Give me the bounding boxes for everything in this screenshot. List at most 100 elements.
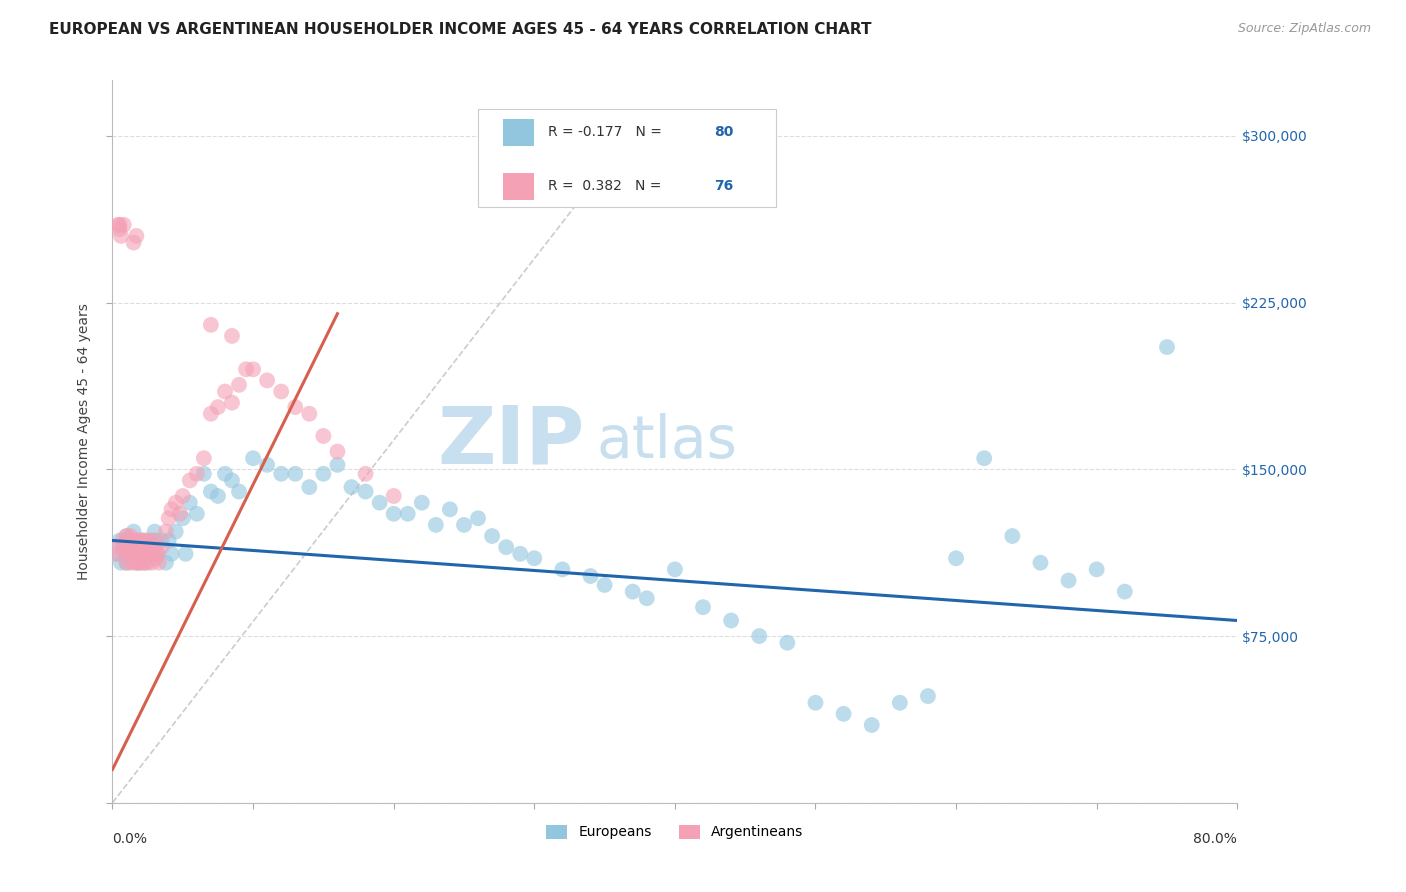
Point [108, 533, 131, 548]
Point [382, 507, 405, 521]
Point [142, 547, 165, 561]
Point [115, 540, 138, 554]
Point [105, 547, 128, 561]
Point [242, 362, 264, 376]
Point [157, 533, 180, 548]
Point [131, 533, 153, 548]
Point [326, 444, 349, 458]
Point [124, 540, 146, 554]
Point [129, 533, 152, 548]
Point [122, 524, 145, 539]
Point [132, 547, 155, 561]
Point [132, 556, 155, 570]
Point [131, 547, 153, 561]
Point [115, 556, 138, 570]
Point [127, 556, 149, 570]
Point [121, 533, 143, 548]
Point [214, 467, 236, 481]
Point [124, 556, 146, 570]
Point [165, 496, 187, 510]
Point [1156, 340, 1178, 354]
Text: R =  0.382   N =: R = 0.382 N = [548, 179, 665, 194]
Point [148, 556, 170, 570]
Legend: Europeans, Argentineans: Europeans, Argentineans [540, 818, 810, 847]
Point [270, 384, 292, 399]
Point [135, 547, 157, 561]
Point [129, 533, 152, 548]
Point [748, 629, 770, 643]
Point [200, 484, 222, 499]
Point [138, 547, 160, 561]
Text: atlas: atlas [596, 413, 737, 470]
Point [382, 489, 405, 503]
Point [143, 540, 166, 554]
Point [945, 551, 967, 566]
Point [172, 511, 194, 525]
Point [120, 547, 142, 561]
Point [221, 395, 243, 409]
Point [256, 458, 278, 472]
Point [193, 451, 215, 466]
Point [112, 218, 135, 232]
Point [118, 533, 141, 548]
Point [692, 600, 714, 615]
Point [467, 511, 489, 525]
Point [621, 584, 644, 599]
Point [832, 706, 855, 721]
Point [664, 562, 686, 576]
Point [396, 507, 419, 521]
Point [228, 377, 250, 392]
Point [118, 540, 141, 554]
Point [117, 533, 139, 548]
Point [120, 529, 142, 543]
Point [125, 228, 148, 243]
Point [579, 569, 602, 583]
Point [110, 556, 132, 570]
Point [1057, 574, 1080, 588]
Point [551, 562, 574, 576]
Point [141, 540, 163, 554]
Point [145, 551, 167, 566]
Point [495, 540, 517, 554]
Point [1029, 556, 1052, 570]
Point [270, 467, 292, 481]
Point [453, 517, 475, 532]
Bar [503, 173, 534, 200]
Point [481, 529, 503, 543]
Point [136, 556, 159, 570]
Text: 0.0%: 0.0% [112, 831, 148, 846]
Point [150, 540, 173, 554]
Point [368, 496, 391, 510]
Point [804, 696, 827, 710]
Point [136, 533, 159, 548]
Point [235, 362, 257, 376]
Point [284, 400, 307, 414]
Point [115, 529, 138, 543]
Point [143, 524, 166, 539]
Point [411, 496, 433, 510]
Point [118, 547, 141, 561]
Point [242, 451, 264, 466]
Point [155, 556, 177, 570]
Point [312, 467, 335, 481]
Point [136, 540, 159, 554]
Text: ZIP: ZIP [437, 402, 585, 481]
Point [122, 540, 145, 554]
Point [141, 540, 163, 554]
Point [136, 547, 159, 561]
Point [354, 467, 377, 481]
Bar [503, 119, 534, 146]
Point [129, 540, 152, 554]
Point [179, 474, 201, 488]
Point [200, 318, 222, 332]
Point [523, 551, 546, 566]
Point [157, 511, 180, 525]
Text: EUROPEAN VS ARGENTINEAN HOUSEHOLDER INCOME AGES 45 - 64 YEARS CORRELATION CHART: EUROPEAN VS ARGENTINEAN HOUSEHOLDER INCO… [49, 22, 872, 37]
Point [139, 533, 162, 548]
Point [110, 228, 132, 243]
Point [160, 547, 183, 561]
Point [179, 496, 201, 510]
Point [108, 218, 131, 232]
Point [143, 533, 166, 548]
Point [425, 517, 447, 532]
